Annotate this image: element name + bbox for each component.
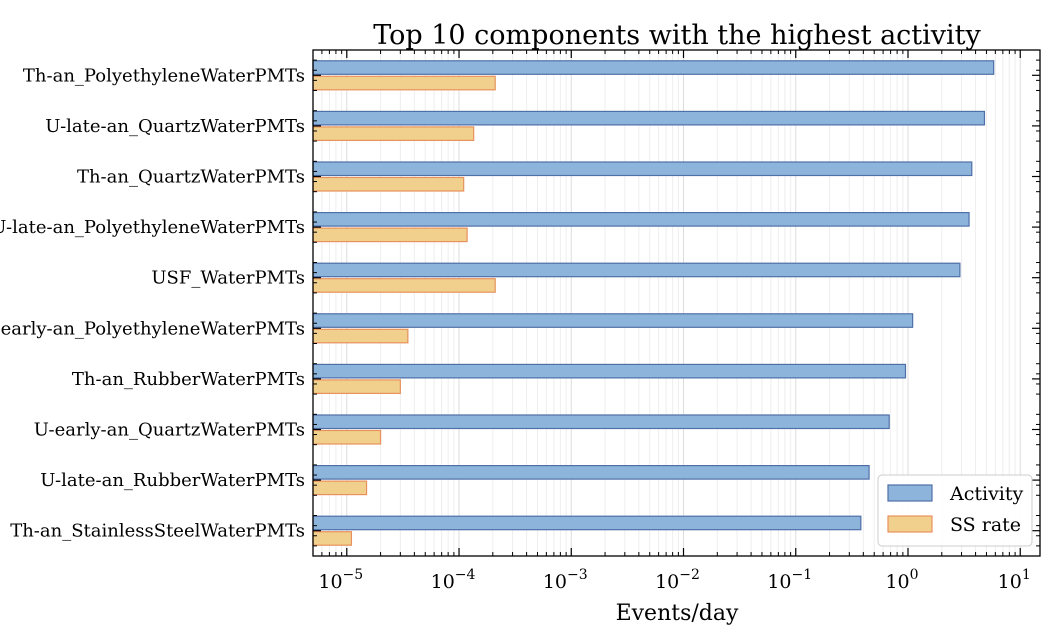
- y-tick-label: U-late-an_PolyethyleneWaterPMTs: [0, 217, 305, 238]
- x-tick-label: 10−4: [431, 567, 476, 593]
- legend-swatch: [887, 484, 933, 502]
- bar-ss-rate: [312, 176, 465, 192]
- x-axis-label: Events/day: [616, 601, 739, 626]
- y-tick-label: Th-an_RubberWaterPMTs: [72, 369, 305, 390]
- bar-ss-rate: [312, 531, 353, 546]
- bar-ss-rate: [312, 480, 368, 496]
- y-tick-label: U-early-an_QuartzWaterPMTs: [34, 420, 305, 441]
- bar-ss-rate: [312, 126, 475, 142]
- plot-frame: [312, 49, 1041, 557]
- chart-title: Top 10 components with the highest activ…: [373, 20, 981, 51]
- x-tick-label: 10−2: [655, 567, 700, 593]
- y-tick-label: Th-an_StainlessSteelWaterPMTs: [10, 521, 305, 542]
- y-tick-label: U-late-an_QuartzWaterPMTs: [45, 116, 305, 137]
- y-tick-label: U-late-an_RubberWaterPMTs: [40, 470, 305, 491]
- bar-ss-rate: [312, 227, 468, 243]
- bar-activity: [312, 313, 914, 328]
- x-tick-label: 10−1: [767, 567, 812, 593]
- bar-ss-rate: [312, 429, 382, 445]
- bar-activity: [312, 110, 986, 126]
- y-axis: Th-an_PolyethyleneWaterPMTs U-late-an_Qua…: [0, 59, 1040, 547]
- x-tick-label: 10−5: [318, 567, 363, 593]
- x-tick-label: 10−3: [543, 567, 588, 593]
- bar-activity: [312, 60, 995, 75]
- bar-activity: [312, 465, 870, 480]
- bar-activity: [312, 414, 890, 430]
- bar-activity: [312, 363, 907, 379]
- legend-swatch: [887, 515, 933, 533]
- y-tick-label: Th-an_PolyethyleneWaterPMTs: [23, 65, 305, 86]
- bar-activity: [312, 515, 862, 531]
- bar-ss-rate: [312, 75, 496, 91]
- bar-activity: [312, 262, 961, 278]
- bar-activity: [312, 212, 970, 227]
- bar-ss-rate: [312, 328, 409, 344]
- y-tick-label: Th-an_QuartzWaterPMTs: [77, 167, 305, 188]
- bar-ss-rate: [312, 379, 401, 394]
- bar-ss-rate: [312, 278, 496, 293]
- x-tick-label: 100: [885, 567, 918, 593]
- legend: Activity SS rate: [877, 474, 1033, 547]
- bars: [312, 60, 995, 546]
- y-tick-label: USF_WaterPMTs: [151, 268, 305, 289]
- x-axis: 10−5 10−4 10−3 10−2 10−1 100 101: [318, 50, 1031, 593]
- legend-label: Activity: [949, 483, 1024, 505]
- y-tick-label: U-early-an_PolyethyleneWaterPMTs: [0, 318, 305, 339]
- bar-activity: [312, 161, 973, 177]
- x-tick-label: 101: [998, 567, 1031, 593]
- legend-label: SS rate: [950, 514, 1021, 536]
